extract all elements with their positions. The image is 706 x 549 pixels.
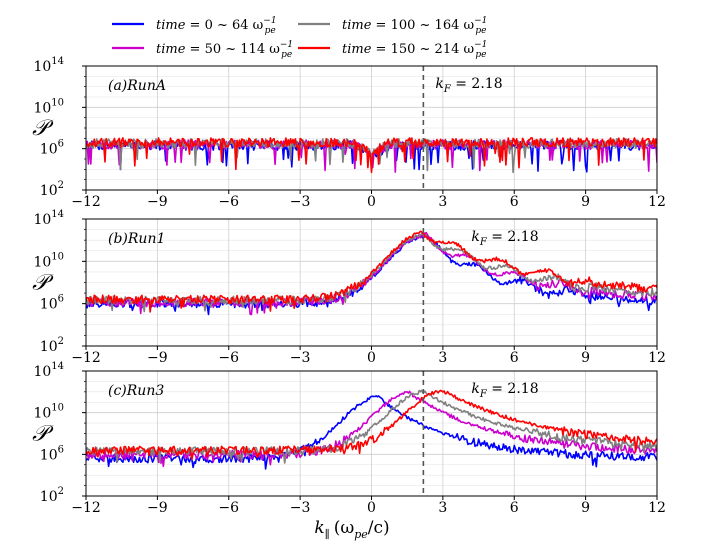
panels: −12 −9 −6 −3 0 3 6 9 12 102 106 1010 1014 𝒫 (a)RunA kF …	[32, 56, 666, 516]
y-tick-label: 102	[40, 180, 64, 199]
legend-entry: time = 50 ~ 114 ω−1 pe	[112, 40, 293, 60]
legend-entry: time = 100 ~ 164 ω−1 pe	[298, 16, 487, 36]
y-tick-label: 102	[40, 336, 64, 355]
x-tick-label: −6	[218, 500, 239, 516]
svg-text:k∥(ωpe/c): k∥ (ωpe/c)	[314, 518, 389, 541]
x-tick-label: −3	[290, 350, 311, 366]
x-tick-label: 3	[438, 500, 447, 516]
kf-label: kF = 2.18	[435, 76, 502, 95]
x-axis-label: k∥ (ωpe/c)	[314, 518, 389, 541]
x-tick-label: −6	[218, 194, 239, 210]
y-axis-label: 𝒫	[32, 271, 54, 296]
x-tick-label: 12	[648, 500, 666, 516]
chart-panel: −12 −9 −6 −3 0 3 6 9 12 102 106 1010 1014 𝒫 (c)Run3 kF …	[32, 361, 666, 516]
x-tick-label: 6	[510, 500, 519, 516]
panel-label: (b)Run1	[108, 231, 165, 247]
x-tick-label: 9	[581, 350, 590, 366]
y-tick-label: 1014	[33, 209, 64, 228]
legend-entry: time = 0 ~ 64 ω−1 pe	[112, 16, 277, 36]
y-axis-label: 𝒫	[32, 422, 54, 447]
x-tick-label: −9	[147, 194, 168, 210]
kf-label: kF = 2.18	[471, 381, 538, 400]
x-tick-label: 0	[367, 194, 376, 210]
chart-panel: −12 −9 −6 −3 0 3 6 9 12 102 106 1010 1014 𝒫 (b)Run1 kF …	[32, 209, 666, 366]
x-tick-label: −9	[147, 500, 168, 516]
x-tick-label: 9	[581, 194, 590, 210]
x-tick-label: −12	[71, 350, 101, 366]
legend-label: time = 50 ~ 114 ω−1 pe	[156, 40, 293, 60]
y-tick-label: 106	[40, 139, 64, 158]
panel-label: (c)Run3	[108, 383, 164, 399]
x-tick-label: −12	[71, 500, 101, 516]
legend-entry: time = 150 ~ 214 ω−1 pe	[298, 40, 487, 60]
x-tick-label: −3	[290, 194, 311, 210]
x-tick-label: 9	[581, 500, 590, 516]
y-tick-label: 1014	[33, 361, 64, 380]
x-tick-label: 0	[367, 350, 376, 366]
y-tick-label: 106	[40, 444, 64, 463]
legend: time = 0 ~ 64 ω−1 pe time = 50 ~ 114 ω−1 pe…	[112, 16, 487, 60]
x-tick-label: −6	[218, 350, 239, 366]
series-line	[86, 137, 657, 174]
x-tick-label: −9	[147, 350, 168, 366]
panel-label: (a)RunA	[108, 78, 166, 94]
y-tick-label: 102	[40, 486, 64, 505]
y-tick-label: 106	[40, 294, 64, 313]
x-tick-label: 6	[510, 350, 519, 366]
series-line	[86, 389, 657, 460]
x-tick-label: 6	[510, 194, 519, 210]
chart-panel: −12 −9 −6 −3 0 3 6 9 12 102 106 1010 1014 𝒫 (a)RunA kF …	[32, 56, 666, 210]
series-line	[86, 230, 657, 313]
x-tick-label: 3	[438, 350, 447, 366]
y-tick-label: 1010	[33, 97, 64, 116]
x-tick-label: 3	[438, 194, 447, 210]
legend-label: time = 150 ~ 214 ω−1 pe	[342, 40, 487, 60]
legend-label: time = 100 ~ 164 ω−1 pe	[342, 16, 487, 36]
y-tick-label: 1010	[33, 251, 64, 270]
x-tick-label: −12	[71, 194, 101, 210]
y-tick-label: 1014	[33, 56, 64, 75]
x-tick-label: 12	[648, 350, 666, 366]
x-tick-label: 0	[367, 500, 376, 516]
y-axis-label: 𝒫	[32, 116, 54, 141]
x-tick-label: −3	[290, 500, 311, 516]
legend-label: time = 0 ~ 64 ω−1 pe	[156, 16, 277, 36]
kf-label: kF = 2.18	[471, 229, 538, 248]
x-tick-label: 12	[648, 194, 666, 210]
series-line	[86, 395, 657, 470]
y-tick-label: 1010	[33, 403, 64, 422]
